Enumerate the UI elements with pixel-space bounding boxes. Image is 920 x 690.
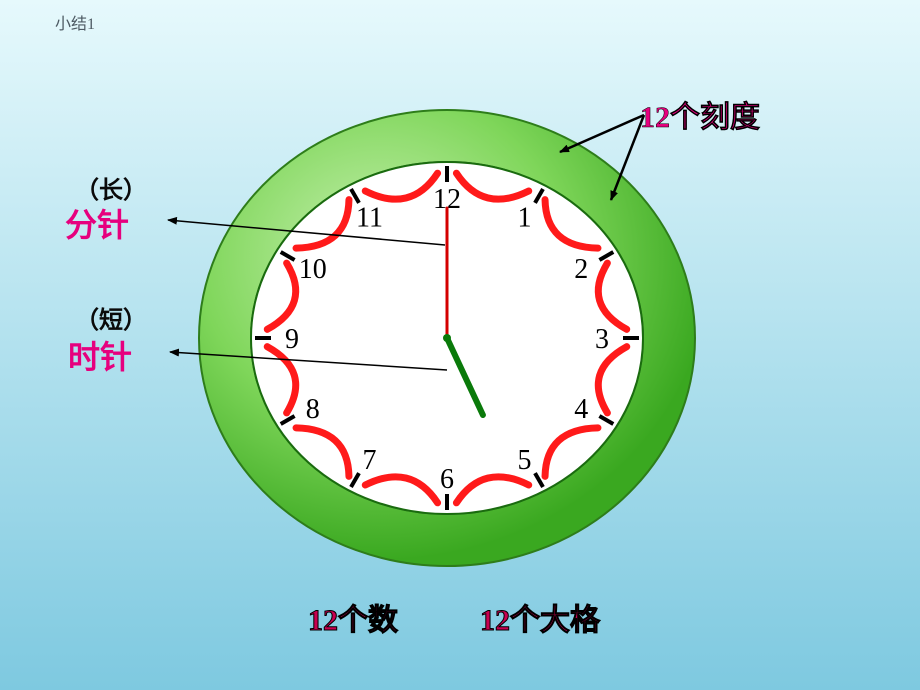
hour-paren-label: （短） bbox=[75, 300, 147, 335]
clock-number: 6 bbox=[440, 464, 454, 495]
divisions-count-label: 12个大格 bbox=[480, 595, 600, 639]
clock-number: 4 bbox=[574, 394, 588, 425]
clock: 121234567891011 bbox=[0, 0, 920, 690]
minute-hand-label: 分针 bbox=[65, 200, 129, 246]
numbers-count-label: 12个数 bbox=[308, 595, 398, 639]
clock-number: 10 bbox=[299, 254, 327, 285]
clock-number: 1 bbox=[518, 203, 532, 234]
clock-number: 9 bbox=[285, 324, 299, 355]
clock-number: 8 bbox=[306, 394, 320, 425]
clock-number: 3 bbox=[595, 324, 609, 355]
clock-number: 2 bbox=[574, 254, 588, 285]
slide-title: 小结1 bbox=[55, 10, 95, 34]
hour-hand-label: 时针 bbox=[68, 332, 132, 378]
clock-number: 7 bbox=[363, 445, 377, 476]
slide-stage: 121234567891011 小结1 12个刻度 （长） 分针 （短） 时针 … bbox=[0, 0, 920, 690]
ticks-count-label: 12个刻度 bbox=[640, 92, 760, 136]
clock-number: 5 bbox=[518, 445, 532, 476]
clock-number: 11 bbox=[356, 203, 383, 234]
